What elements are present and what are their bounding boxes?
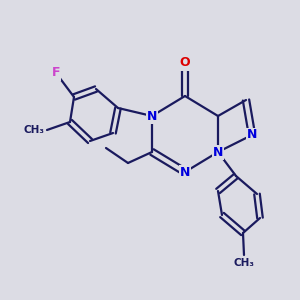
Text: N: N (180, 166, 190, 178)
Text: O: O (180, 56, 190, 70)
Text: F: F (52, 67, 60, 80)
Text: N: N (213, 146, 223, 158)
Text: N: N (247, 128, 257, 142)
Text: N: N (147, 110, 157, 122)
Text: CH₃: CH₃ (233, 258, 254, 268)
Text: CH₃: CH₃ (23, 125, 44, 135)
